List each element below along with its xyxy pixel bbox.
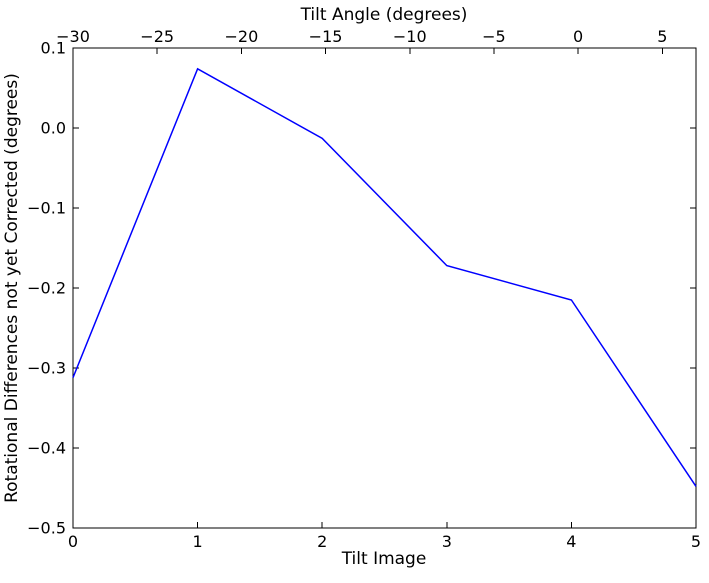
tick-label: −30: [56, 27, 90, 46]
tick-label: 3: [442, 532, 452, 551]
tick-label: −0.4: [27, 439, 66, 458]
tick-label: 0.0: [41, 119, 66, 138]
plot-area: [72, 47, 697, 529]
tick-label: −10: [393, 27, 427, 46]
tick-label: −0.2: [27, 279, 66, 298]
tick-label: −0.3: [27, 359, 66, 378]
top-axis-title: Tilt Angle (degrees): [300, 5, 468, 25]
tick-label: 2: [317, 532, 327, 551]
tick-label: −0.1: [27, 199, 66, 218]
tick-label: −25: [140, 27, 174, 46]
axis-ticks: 0 1 2 3 4 5 −30 −25 −20 −15 −10 −5 0 5 0.1 0.0 −0.1 −0.2 −…: [27, 27, 701, 551]
bottom-axis-title: Tilt Image: [341, 549, 427, 569]
tick-label: −15: [309, 27, 343, 46]
tick-label: 4: [566, 532, 576, 551]
tick-label: 0: [573, 27, 583, 46]
tick-label: 0.1: [41, 39, 66, 58]
data-line: [72, 67, 697, 487]
tick-label: 0: [68, 532, 78, 551]
tick-label: 5: [691, 532, 701, 551]
tick-label: −5: [482, 27, 506, 46]
tick-label: −0.5: [27, 519, 66, 538]
tick-label: 1: [193, 532, 203, 551]
left-axis-title: Rotational Differences not yet Corrected…: [2, 73, 22, 503]
tick-label: −20: [224, 27, 258, 46]
tick-label: 5: [657, 27, 667, 46]
